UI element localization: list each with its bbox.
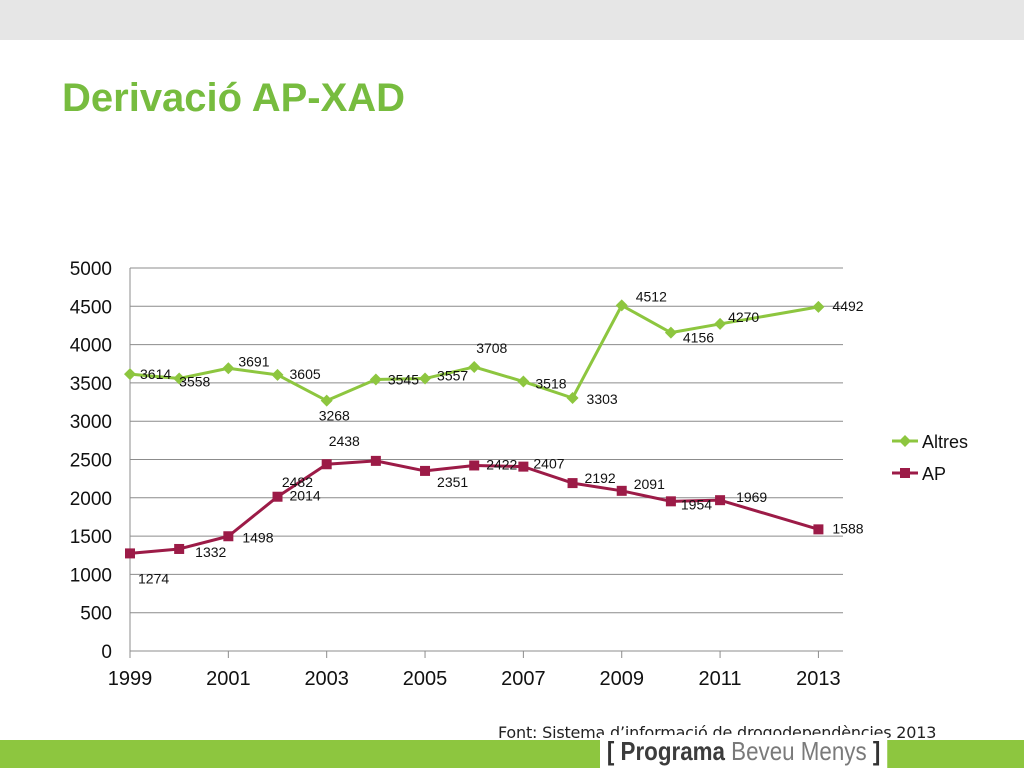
y-tick-label: 3500 <box>70 374 112 395</box>
x-tick-label: 2009 <box>599 668 644 690</box>
data-label-ap: 2014 <box>290 488 321 504</box>
slide-title: Derivació AP-XAD <box>62 76 406 120</box>
data-label-ap: 1969 <box>736 489 767 505</box>
y-tick-label: 500 <box>80 604 112 625</box>
data-point-ap <box>321 459 332 470</box>
data-label-altres: 3614 <box>140 366 171 382</box>
data-label-ap: 2091 <box>634 476 665 492</box>
x-tick-label: 2001 <box>206 668 251 690</box>
legend-label-altres: Altres <box>922 432 968 452</box>
data-label-altres: 3558 <box>179 373 210 389</box>
data-point-ap <box>469 460 480 471</box>
legend-marker-altres <box>899 435 911 447</box>
data-label-altres: 3268 <box>319 408 350 424</box>
data-label-altres: 4270 <box>728 309 759 325</box>
data-label-ap: 2422 <box>486 456 517 472</box>
data-point-ap <box>813 524 824 535</box>
data-label-altres: 4156 <box>683 330 714 346</box>
data-label-altres: 3518 <box>535 376 566 392</box>
data-point-ap <box>370 455 381 466</box>
data-label-ap: 1274 <box>138 570 169 586</box>
brand-open-bracket: [ <box>606 736 615 766</box>
data-point-ap <box>272 491 283 502</box>
x-tick-label: 2013 <box>796 668 841 690</box>
data-point-altres <box>468 360 481 373</box>
data-label-altres: 3557 <box>437 368 468 384</box>
data-label-ap: 2438 <box>329 433 360 449</box>
x-tick-label: 2007 <box>501 668 546 690</box>
y-tick-label: 2500 <box>70 451 112 472</box>
data-point-altres <box>517 375 530 388</box>
x-tick-label: 2005 <box>403 668 448 690</box>
data-label-altres: 3605 <box>290 366 321 382</box>
chart-series <box>124 299 825 559</box>
y-tick-label: 3000 <box>70 412 112 433</box>
data-label-altres: 3708 <box>476 340 507 356</box>
data-label-altres: 4492 <box>832 298 863 314</box>
legend-marker-ap <box>900 468 910 478</box>
data-point-ap <box>665 496 676 507</box>
data-point-altres <box>812 300 825 313</box>
data-point-ap <box>223 531 234 542</box>
data-label-ap: 2407 <box>533 456 564 472</box>
data-point-ap <box>567 478 578 489</box>
data-label-ap: 1954 <box>681 496 712 512</box>
data-point-ap <box>616 485 627 496</box>
y-tick-label: 4500 <box>70 297 112 318</box>
brand-logo: [ Programa Beveu Menys ] <box>600 735 888 768</box>
data-label-altres: 4512 <box>636 288 667 304</box>
x-tick-label: 2011 <box>699 668 742 690</box>
data-point-altres <box>664 326 677 339</box>
brand-close-bracket: ] <box>872 736 881 766</box>
y-tick-label: 2000 <box>70 489 112 510</box>
data-point-altres <box>222 362 235 375</box>
data-point-ap <box>715 495 726 506</box>
data-label-ap: 2192 <box>585 470 616 486</box>
data-label-ap: 2482 <box>282 474 313 490</box>
data-point-ap <box>420 465 431 476</box>
data-label-ap: 2351 <box>437 474 468 490</box>
legend-label-ap: AP <box>922 464 946 484</box>
data-label-ap: 1588 <box>832 520 863 536</box>
series-line-ap <box>129 459 819 555</box>
data-point-altres <box>615 299 628 312</box>
data-point-ap <box>174 543 185 554</box>
y-tick-label: 4000 <box>70 336 112 357</box>
y-tick-label: 1000 <box>70 565 112 586</box>
data-point-ap <box>125 548 135 559</box>
data-point-ap <box>518 461 529 472</box>
x-tick-label: 2003 <box>304 668 349 690</box>
top-bar <box>0 0 1024 40</box>
data-point-altres <box>419 372 432 385</box>
data-label-altres: 3545 <box>388 371 419 387</box>
series-line-altres <box>129 303 819 403</box>
chart-axes: 0 500 1000 1500 2000 2500 3000 3500 4000 4500 5000… <box>70 259 843 690</box>
chart-legend: Altres AP <box>892 432 968 484</box>
data-label-altres: 3303 <box>587 391 618 407</box>
data-label-ap: 1498 <box>242 529 273 545</box>
y-tick-label: 0 <box>101 642 112 663</box>
chart-data-labels: 3614 3558 3691 3605 3268 3545 3557 3708 3518 3303… <box>138 288 864 586</box>
data-point-altres <box>173 372 186 385</box>
data-point-altres <box>369 373 382 386</box>
data-label-ap: 1332 <box>195 544 226 560</box>
line-chart: 0 500 1000 1500 2000 2500 3000 3500 4000 4500 5000… <box>70 259 968 690</box>
data-label-altres: 3691 <box>238 353 269 369</box>
y-tick-label: 1500 <box>70 527 112 548</box>
brand-word-programa: Programa <box>620 736 725 766</box>
y-tick-label: 5000 <box>70 259 112 280</box>
brand-word-beveu-menys: Beveu Menys <box>731 736 867 766</box>
x-tick-label: 1999 <box>108 668 153 690</box>
data-point-altres <box>320 394 333 407</box>
data-point-altres <box>271 368 284 381</box>
data-point-altres <box>714 317 727 330</box>
data-point-altres <box>566 391 579 404</box>
data-point-altres <box>124 368 136 381</box>
